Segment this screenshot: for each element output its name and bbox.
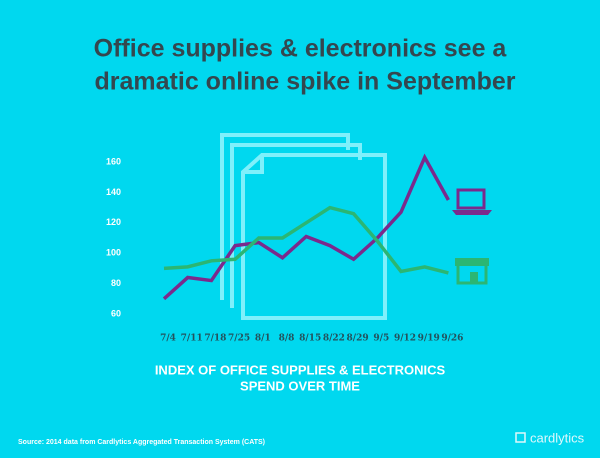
x-tick-label: 8/8 xyxy=(279,334,295,344)
y-tick-label: 160 xyxy=(106,156,121,166)
x-tick-label: 8/1 xyxy=(255,334,271,344)
y-tick-label: 120 xyxy=(106,217,121,227)
source-note: Source: 2014 data from Cardlytics Aggreg… xyxy=(18,439,265,446)
series-line xyxy=(163,205,449,275)
y-tick-label: 140 xyxy=(106,187,121,197)
x-tick-label: 8/15 xyxy=(299,334,321,344)
subtitle: INDEX OF OFFICE SUPPLIES & ELECTRONICS xyxy=(155,362,446,377)
chart-title: Office supplies & electronics see a xyxy=(94,35,508,63)
x-tick-label: 9/12 xyxy=(394,334,416,344)
subtitle: SPEND OVER TIME xyxy=(240,378,360,393)
chart-title: dramatic online spike in September xyxy=(95,68,516,96)
x-tick-label: 9/26 xyxy=(441,334,463,344)
y-tick-label: 60 xyxy=(111,308,121,318)
document-icon xyxy=(220,133,387,320)
x-tick-label: 8/29 xyxy=(347,334,369,344)
laptop-icon xyxy=(452,188,492,215)
x-tick-label: 7/4 xyxy=(160,334,176,344)
x-tick-label: 7/11 xyxy=(181,334,203,344)
x-tick-label: 8/22 xyxy=(323,334,345,344)
x-tick-label: 9/5 xyxy=(373,334,389,344)
series-line xyxy=(162,153,450,301)
x-tick-label: 7/25 xyxy=(228,334,250,344)
y-tick-label: 100 xyxy=(106,248,121,258)
brand-name: cardlytics xyxy=(530,430,585,445)
y-tick-label: 80 xyxy=(111,278,121,288)
brand-logo xyxy=(515,432,526,443)
x-tick-label: 9/19 xyxy=(418,334,440,344)
background xyxy=(0,0,600,458)
store-icon xyxy=(455,258,489,285)
x-tick-label: 7/18 xyxy=(204,334,226,344)
